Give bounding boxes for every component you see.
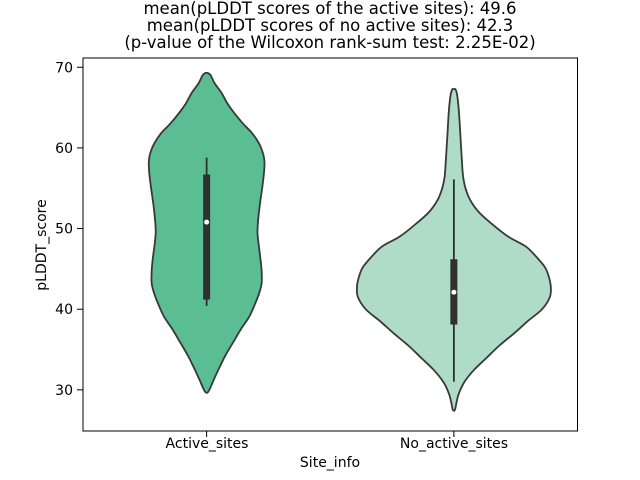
box-active-sites: [203, 174, 211, 300]
median-dot-no-active-sites: [451, 289, 457, 295]
x-axis-label: Site_info: [300, 455, 360, 471]
title-line-1: mean(pLDDT scores of the active sites): …: [143, 0, 516, 18]
y-axis-label: pLDDT_score: [34, 199, 50, 290]
y-tick-label: 40: [55, 302, 73, 318]
x-tick-label-active-sites: Active_sites: [166, 436, 249, 452]
title-line-2: mean(pLDDT scores of no active sites): 4…: [147, 16, 514, 35]
plot-area: 30 40 50 60 70: [55, 57, 578, 437]
y-tick-label: 70: [55, 60, 73, 76]
y-tick-label: 50: [55, 222, 73, 238]
axes-frame: [82, 57, 578, 432]
x-tick-label-no-active-sites: No_active_sites: [400, 436, 508, 452]
y-tick-label: 60: [55, 141, 73, 157]
y-tick-label: 30: [55, 383, 73, 399]
median-dot-active-sites: [204, 219, 210, 225]
chart-title: mean(pLDDT scores of the active sites): …: [124, 0, 535, 52]
title-line-3: (p-value of the Wilcoxon rank-sum test: …: [124, 33, 535, 52]
